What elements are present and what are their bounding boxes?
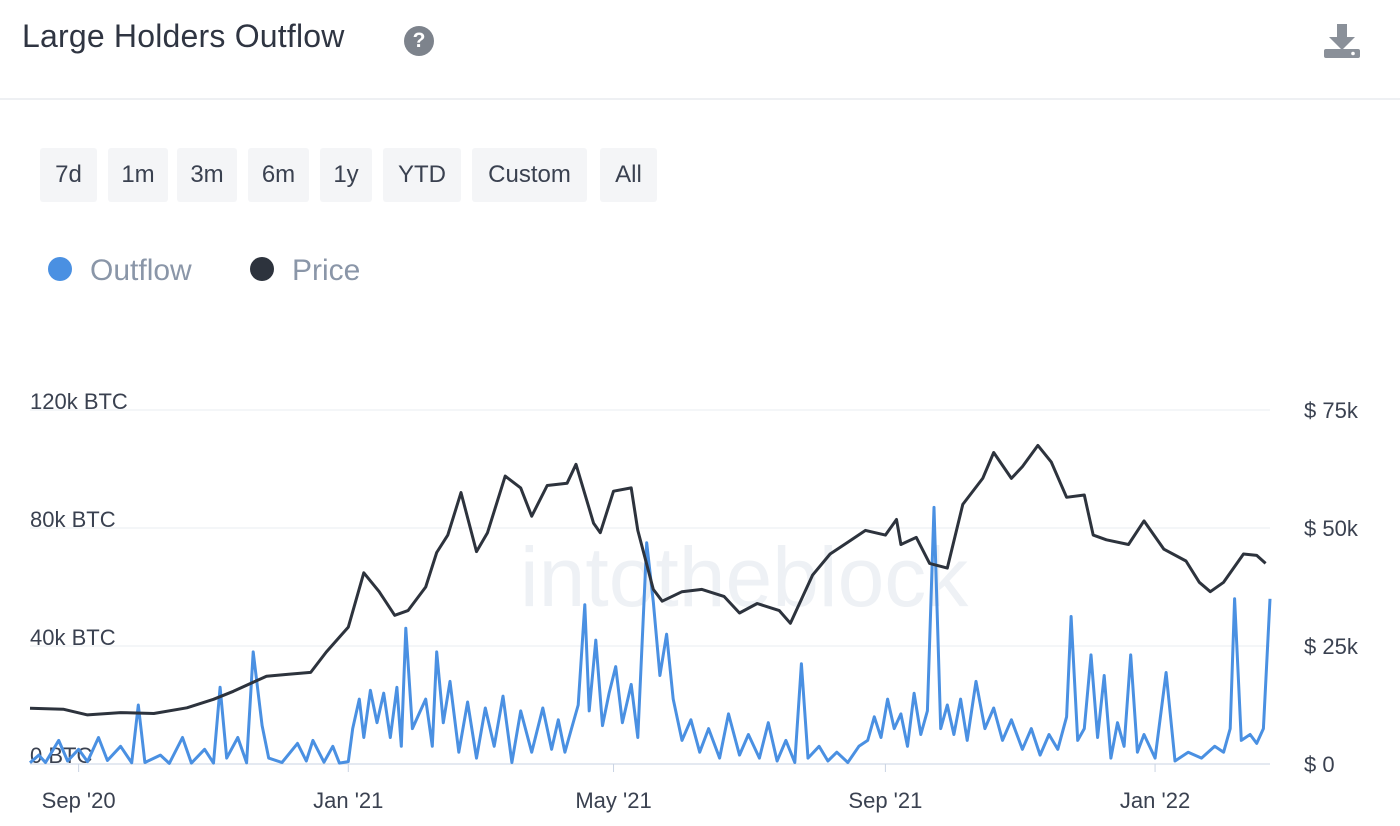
range-7d-button[interactable]: 7d — [40, 148, 97, 202]
legend-item-outflow[interactable]: Outflow — [48, 254, 192, 288]
download-icon[interactable] — [1322, 20, 1362, 60]
price-series-line — [29, 443, 1267, 717]
left-axis-tick-label: 80k BTC — [30, 507, 116, 532]
left-axis-tick-label: 120k BTC — [30, 389, 128, 414]
widget-header: Large Holders Outflow ? — [0, 0, 1400, 100]
legend-item-price[interactable]: Price — [250, 254, 360, 288]
range-1m-button[interactable]: 1m — [108, 148, 168, 202]
chart-series — [29, 443, 1272, 765]
range-6m-button[interactable]: 6m — [248, 148, 309, 202]
outflow-legend-dot — [48, 257, 72, 282]
x-axis-tick-label: May '21 — [575, 788, 651, 813]
range-all-button[interactable]: All — [600, 148, 657, 202]
legend-label-price: Price — [292, 254, 361, 287]
x-axis-tick-label: Jan '21 — [313, 788, 383, 813]
left-axis-tick-label: 40k BTC — [30, 625, 116, 650]
right-axis-tick-label: $ 0 — [1304, 752, 1335, 777]
x-axis-tick-label: Sep '20 — [42, 788, 116, 813]
right-axis-tick-label: $ 25k — [1304, 634, 1359, 659]
range-ytd-button[interactable]: YTD — [383, 148, 461, 202]
page-title: Large Holders Outflow — [22, 18, 345, 54]
price-legend-dot — [250, 257, 274, 282]
chart-grid — [30, 409, 1270, 765]
x-axis-tick-label: Sep '21 — [848, 788, 922, 813]
right-axis-tick-label: $ 50k — [1304, 516, 1359, 541]
question-circle-icon[interactable]: ? — [404, 26, 434, 56]
range-1y-button[interactable]: 1y — [320, 148, 372, 202]
legend-label-outflow: Outflow — [90, 254, 192, 287]
range-3m-button[interactable]: 3m — [177, 148, 237, 202]
x-axis-tick-label: Jan '22 — [1120, 788, 1190, 813]
right-axis-tick-label: $ 75k — [1304, 398, 1359, 423]
right-axis-ticks: $ 0 $ 25k $ 50k $ 75k — [1304, 398, 1359, 777]
watermark-text: intotheblock — [520, 530, 969, 624]
outflow-series-line — [29, 505, 1272, 765]
range-custom-button[interactable]: Custom — [472, 148, 587, 202]
x-axis-ticks: Sep '20 Jan '21 May '21 Sep '21 Jan '22 — [42, 764, 1190, 813]
